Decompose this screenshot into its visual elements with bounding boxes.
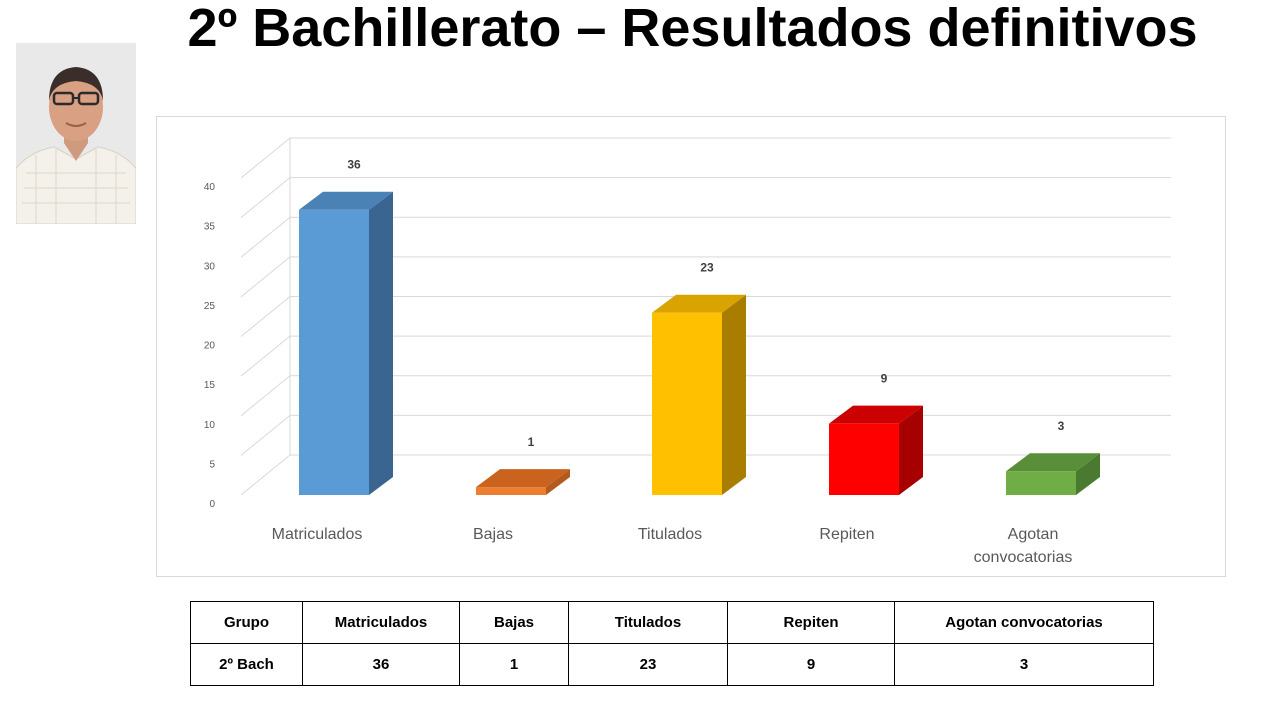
category-label: Repiten — [819, 526, 874, 543]
bar-top — [1006, 453, 1100, 472]
data-label: 23 — [700, 261, 714, 275]
person-photo-icon — [16, 43, 136, 224]
y-tick-label: 25 — [204, 301, 216, 312]
data-label: 9 — [881, 372, 888, 386]
category-label: Matriculados — [272, 526, 363, 543]
header-cell: Titulados — [568, 601, 728, 644]
category-label: convocatorias — [974, 549, 1073, 566]
category-label: Titulados — [638, 526, 702, 543]
bar — [1006, 471, 1076, 495]
data-label: 3 — [1058, 419, 1065, 433]
y-tick-label: 40 — [204, 182, 216, 193]
y-tick-label: 15 — [204, 380, 216, 391]
table-header-row: Grupo Matriculados Bajas Titulados Repit… — [190, 601, 1154, 644]
table-cell: 1 — [459, 643, 569, 686]
bar — [829, 423, 899, 495]
bar-side — [369, 191, 393, 495]
y-tick-label: 20 — [204, 341, 216, 352]
data-label: 36 — [347, 158, 361, 172]
gridline — [240, 137, 1171, 179]
bar-top — [299, 191, 393, 210]
bar — [476, 487, 546, 495]
y-tick-label: 30 — [204, 261, 216, 272]
table-cell: 36 — [302, 643, 460, 686]
table-cell: 3 — [894, 643, 1154, 686]
bar — [299, 209, 369, 495]
data-label: 1 — [528, 435, 535, 449]
table-cell: 2º Bach — [190, 643, 303, 686]
y-tick-label: 5 — [209, 459, 215, 470]
bar-top — [652, 294, 746, 313]
header-cell: Repiten — [727, 601, 895, 644]
header-cell: Grupo — [190, 601, 303, 644]
bar — [652, 312, 722, 495]
y-tick-label: 10 — [204, 420, 216, 431]
results-table: Grupo Matriculados Bajas Titulados Repit… — [190, 601, 1154, 686]
y-tick-label: 0 — [209, 499, 215, 510]
header-cell: Agotan convocatorias — [894, 601, 1154, 644]
bar-side — [546, 469, 570, 495]
bar-top — [829, 405, 923, 424]
header-cell: Bajas — [459, 601, 569, 644]
page-title: 2º Bachillerato – Resultados definitivos — [187, 0, 1198, 58]
table-row: 2º Bach 36 1 23 9 3 — [190, 643, 1154, 686]
header-cell: Matriculados — [302, 601, 460, 644]
chart-area: 0 5 10 15 20 25 30 35 40 36 Matriculados 1 Bajas 23 Ti… — [156, 116, 1226, 577]
bar-side — [722, 294, 746, 495]
bar-chart: 0 5 10 15 20 25 30 35 40 36 Matriculados 1 Bajas 23 Ti… — [204, 137, 1171, 566]
portrait-photo — [16, 43, 136, 224]
bar-side — [899, 405, 923, 495]
table-cell: 23 — [568, 643, 728, 686]
y-tick-label: 35 — [204, 222, 216, 233]
category-label: Agotan — [1008, 526, 1059, 543]
category-label: Bajas — [473, 526, 513, 543]
bar-top — [476, 469, 570, 488]
table-cell: 9 — [727, 643, 895, 686]
bar-side — [1076, 453, 1100, 495]
